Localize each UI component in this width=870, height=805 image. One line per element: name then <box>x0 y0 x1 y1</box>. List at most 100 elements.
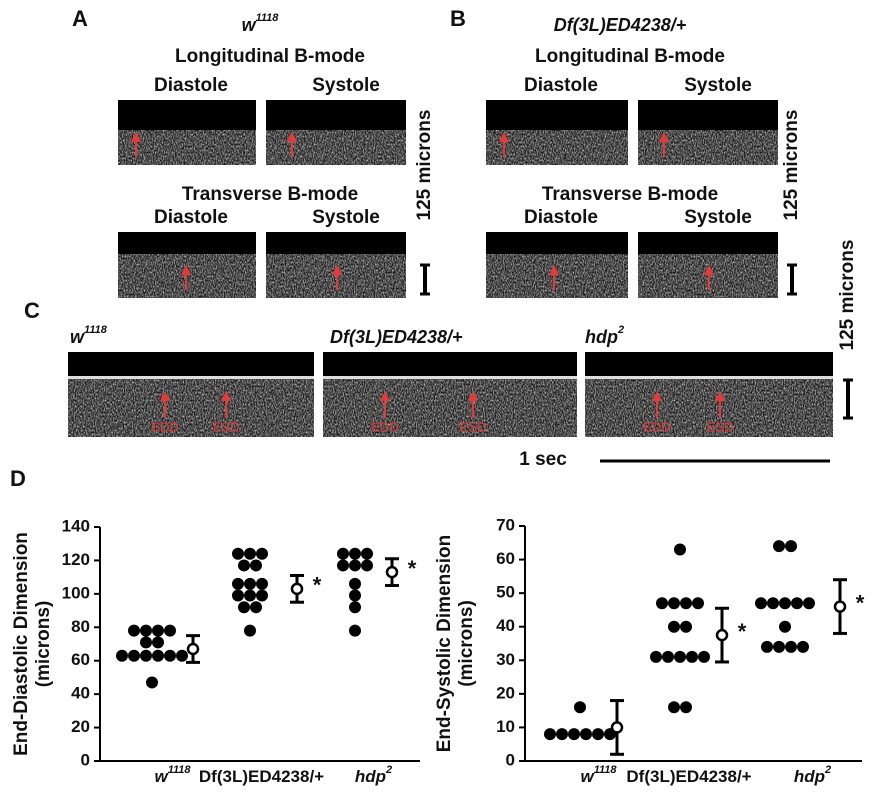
genotype-sup: 1118 <box>84 324 108 336</box>
category-sup: 1118 <box>594 764 618 776</box>
data-point <box>164 624 176 637</box>
y-tick-label: 0 <box>506 750 515 769</box>
ultrasound-top <box>323 352 577 376</box>
y-tick-label: 20 <box>496 683 515 702</box>
marker-label: ESD <box>213 419 240 434</box>
y-tick-label: 30 <box>496 650 515 669</box>
phase-label: Systole <box>684 75 752 96</box>
data-point <box>668 701 680 714</box>
data-point <box>152 636 164 649</box>
phase-label: Diastole <box>154 75 228 96</box>
data-point <box>232 547 244 560</box>
data-point <box>140 649 152 662</box>
data-point <box>238 559 250 572</box>
wall-line <box>585 376 833 379</box>
y-tick-label: 40 <box>71 684 90 703</box>
genotype-name: w <box>242 15 257 35</box>
data-point <box>250 601 262 614</box>
data-point <box>797 640 809 653</box>
data-point <box>761 640 773 653</box>
data-point <box>337 547 349 560</box>
data-point <box>152 624 164 637</box>
data-point <box>680 701 692 714</box>
data-point <box>256 547 268 560</box>
data-point <box>140 624 152 637</box>
data-point <box>256 589 268 602</box>
data-point <box>674 650 686 663</box>
y-tick-label: 140 <box>62 516 90 535</box>
data-point <box>656 597 668 610</box>
ultrasound-top <box>68 352 314 376</box>
genotype: hdp2 <box>585 324 624 347</box>
panel-letter: C <box>24 298 40 323</box>
phase-label: Systole <box>684 207 752 228</box>
genotype: Df(3L)ED4238/+ <box>330 327 463 347</box>
category-sup: 1118 <box>168 764 192 776</box>
data-point <box>349 589 361 602</box>
y-tick-label: 50 <box>496 583 515 602</box>
marker-label: ESD <box>460 419 487 434</box>
data-point <box>361 559 373 572</box>
data-point <box>244 624 256 637</box>
wall-line <box>323 376 577 379</box>
data-point <box>349 577 361 590</box>
genotype-sup: 1118 <box>256 12 280 24</box>
data-point <box>556 728 568 741</box>
data-point <box>244 577 256 590</box>
y-tick-label: 120 <box>62 550 90 569</box>
marker-label: EDD <box>371 419 398 434</box>
significance: * <box>856 590 865 615</box>
data-point <box>232 589 244 602</box>
category-name: Df(3L)ED4238/+ <box>626 767 751 786</box>
genotype: Df(3L)ED4238/+ <box>554 15 687 35</box>
data-point <box>256 577 268 590</box>
category-name: Df(3L)ED4238/+ <box>199 767 324 786</box>
wall-line <box>68 376 314 379</box>
data-point <box>779 597 791 610</box>
y-axis-label: End-Diastolic Dimension <box>11 532 32 756</box>
data-point <box>674 543 686 556</box>
data-point <box>232 577 244 590</box>
phase-label: Diastole <box>524 207 598 228</box>
panel-letter: B <box>450 6 466 31</box>
data-point <box>349 601 361 614</box>
data-point <box>337 559 349 572</box>
genotype: w1118 <box>70 324 108 347</box>
ultrasound-top <box>266 232 406 254</box>
y-tick-label: 60 <box>71 650 90 669</box>
data-point <box>574 701 586 714</box>
data-point <box>680 620 692 633</box>
data-point <box>349 624 361 637</box>
data-point <box>244 547 256 560</box>
phase-label: Diastole <box>524 75 598 96</box>
marker-label: EDD <box>151 419 178 434</box>
data-point <box>785 540 797 553</box>
category-name: w <box>580 767 595 786</box>
significance: * <box>313 573 322 598</box>
marker-label: ESD <box>707 419 734 434</box>
data-point <box>692 597 704 610</box>
phase-label: Systole <box>312 75 380 96</box>
ultrasound-top <box>118 232 256 254</box>
data-point <box>791 597 803 610</box>
data-point <box>146 676 158 689</box>
category-name: w <box>154 767 169 786</box>
data-point <box>349 559 361 572</box>
significance: * <box>738 619 747 644</box>
data-point <box>686 650 698 663</box>
genotype-name: Df(3L)ED4238/+ <box>330 327 463 347</box>
data-point <box>544 728 556 741</box>
ultrasound-top <box>585 352 833 376</box>
data-point <box>250 559 262 572</box>
data-point <box>361 547 373 560</box>
x-tick-label: Df(3L)ED4238/+ <box>199 767 324 786</box>
data-point <box>680 597 692 610</box>
genotype-name: hdp <box>585 327 618 347</box>
y-tick-label: 10 <box>496 717 515 736</box>
scale-label: 125 microns <box>414 110 435 221</box>
mean-marker <box>833 600 847 613</box>
mean-marker <box>290 582 304 596</box>
data-point <box>773 540 785 553</box>
y-tick-label: 60 <box>496 549 515 568</box>
genotype: w1118 <box>242 12 280 35</box>
